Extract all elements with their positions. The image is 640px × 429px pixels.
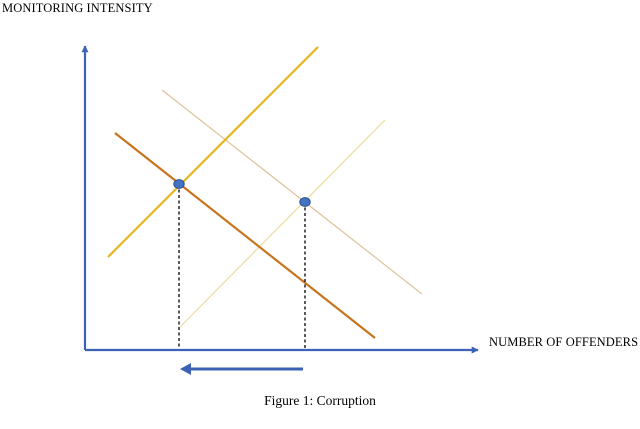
- x-axis-label: NUMBER OF OFFENDERS: [489, 335, 639, 349]
- figure-caption-text: Figure 1: Corruption: [264, 393, 376, 408]
- supply-line: [107, 46, 319, 258]
- equilibrium-point-new: [173, 179, 185, 189]
- demand-line: [114, 132, 376, 339]
- figure-caption: Figure 1: Corruption: [0, 393, 640, 409]
- left-arrow-icon: [180, 363, 303, 375]
- equilibrium-point-original: [299, 197, 311, 207]
- y-axis-label: MONITORING INTENSITY: [2, 1, 153, 15]
- faded-demand-line: [161, 89, 423, 295]
- faded-supply-line: [179, 119, 386, 328]
